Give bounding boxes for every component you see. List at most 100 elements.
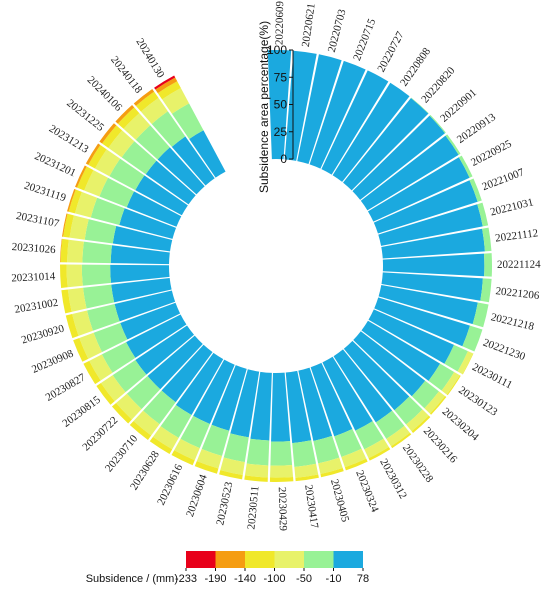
bar-segment <box>77 166 94 191</box>
bar-segment <box>320 467 344 478</box>
bar-segment <box>119 208 177 239</box>
bar-segment <box>424 391 446 414</box>
bar-segment <box>102 125 123 148</box>
date-label: 20220808 <box>398 45 433 88</box>
bar-segment <box>90 197 125 225</box>
bar-segment <box>411 415 431 433</box>
bar-segment <box>318 457 343 475</box>
bar-segment <box>115 104 135 124</box>
bar-segment <box>391 432 412 449</box>
date-label: 20231107 <box>15 210 61 230</box>
bar-segment <box>96 382 115 405</box>
bar-segment <box>411 380 439 409</box>
bar-segment <box>63 213 74 238</box>
legend-tick-label: -100 <box>263 573 285 585</box>
date-label: 20230722 <box>80 414 120 453</box>
bar-segment <box>121 141 157 175</box>
bar-segment <box>194 461 219 474</box>
bar-segment <box>135 125 170 160</box>
bar-segment <box>321 70 389 175</box>
bar-segment <box>101 342 136 373</box>
bar-segment <box>126 191 182 227</box>
bar-segment <box>484 253 493 277</box>
legend-tick-label: -233 <box>175 573 197 585</box>
legend-swatch <box>304 551 334 568</box>
bar-segment <box>112 359 147 393</box>
date-label: 20221112 <box>495 227 539 244</box>
bar-segment <box>220 457 245 476</box>
bar-segment <box>85 143 101 165</box>
date-label: 20220901 <box>438 87 479 125</box>
date-label: 20221206 <box>495 285 541 302</box>
bar-segment <box>322 356 373 431</box>
date-label: 20230920 <box>20 322 66 346</box>
bar-segment <box>472 302 489 328</box>
bar-segment <box>458 155 473 178</box>
date-label: 20220703 <box>326 8 349 54</box>
radial-tick-label: 50 <box>274 98 288 112</box>
bar-segment <box>230 369 260 438</box>
bar-segment <box>343 340 410 411</box>
bar-segment <box>66 264 83 288</box>
date-label: 20230511 <box>245 485 261 530</box>
bar-segment <box>462 353 474 375</box>
bar-segment <box>133 410 160 436</box>
date-label: 20240106 <box>85 74 125 114</box>
bar-segment <box>84 170 108 197</box>
date-label: 20230324 <box>353 469 381 515</box>
bar-segment <box>244 463 269 478</box>
date-label: 20231201 <box>33 150 78 179</box>
bar-segment <box>270 441 293 466</box>
bar-segment <box>67 287 87 312</box>
radial-axis-title: Subsidence area percentage(%) <box>257 21 271 193</box>
bar-segment <box>364 438 389 459</box>
bar-segment <box>332 82 410 182</box>
legend-tick-label: -190 <box>204 573 226 585</box>
bar-segment <box>74 191 98 218</box>
legend-tick-label: 78 <box>357 573 369 585</box>
bar-segment <box>469 178 482 202</box>
date-label: 20230523 <box>214 480 235 526</box>
bar-segment <box>67 188 76 212</box>
legend-swatch <box>245 551 275 568</box>
bar-segment <box>309 60 366 169</box>
bar-segment <box>162 88 190 114</box>
date-label: 20220715 <box>351 17 378 63</box>
bar-segment <box>193 359 235 425</box>
date-label: 20230616 <box>155 462 185 507</box>
bar-segment <box>367 157 470 222</box>
bar-segment <box>269 476 294 482</box>
date-label: 20231026 <box>11 241 56 256</box>
bar-segment <box>89 354 113 381</box>
bar-segment <box>147 335 203 390</box>
bar-segment <box>382 253 485 277</box>
bar-segment <box>65 314 79 339</box>
bar-segment <box>171 136 215 186</box>
bar-segment <box>368 309 455 364</box>
bar-segment <box>429 114 446 134</box>
bar-segment <box>154 75 176 90</box>
bar-segment <box>373 180 478 234</box>
bar-segment <box>135 91 159 112</box>
bar-segment <box>99 177 134 208</box>
bar-segment <box>394 396 423 425</box>
bar-segment <box>386 425 410 447</box>
radial-axis: 0 25 50 75 100 Subsidence area percentage(%) <box>257 21 294 193</box>
bar-segment <box>211 365 247 431</box>
date-label: 20221031 <box>489 196 535 218</box>
date-label: 20221124 <box>497 259 541 271</box>
bar-segment <box>88 145 107 169</box>
bar-segment <box>110 245 170 265</box>
bar-segment <box>441 371 460 395</box>
bar-segment <box>94 149 121 177</box>
bar-segment <box>196 448 222 469</box>
bar-segment <box>157 81 181 100</box>
date-label: 20231213 <box>47 123 91 156</box>
date-label: 20231002 <box>14 297 59 316</box>
bar-segment <box>343 98 429 191</box>
bar-segment <box>140 97 168 124</box>
date-label: 20231014 <box>11 270 56 284</box>
date-label: 20230815 <box>60 393 103 429</box>
bar-segment <box>60 264 68 288</box>
